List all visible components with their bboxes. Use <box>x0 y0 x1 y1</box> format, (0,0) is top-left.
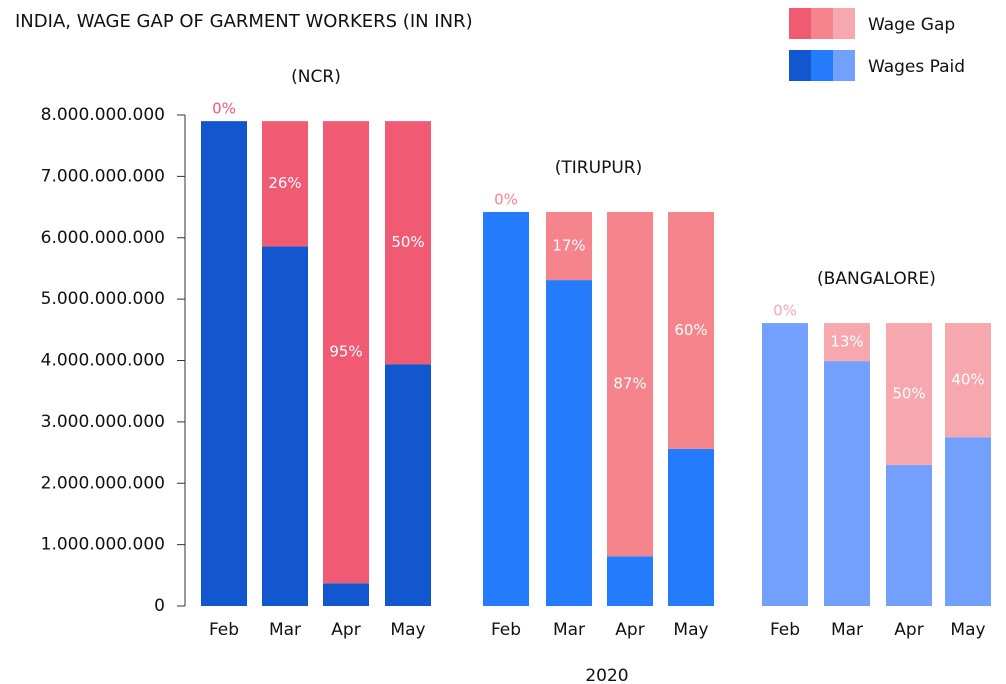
data-label: 13% <box>830 333 863 351</box>
bar-segment <box>886 323 932 465</box>
bar-segment <box>607 211 653 557</box>
x-tick-label: Feb <box>209 620 239 640</box>
group-title: (NCR) <box>291 67 341 87</box>
x-tick-label: Mar <box>831 620 863 640</box>
data-label: 87% <box>613 375 646 393</box>
data-label: 26% <box>268 174 301 192</box>
data-label: 95% <box>329 343 362 361</box>
bar-segment <box>323 121 369 584</box>
y-tick-label: 8.000.000.000 <box>41 105 165 125</box>
bar-segment <box>201 121 247 606</box>
bar-segment <box>546 211 592 281</box>
bar-segment <box>886 464 932 606</box>
x-tick-label: Mar <box>553 620 585 640</box>
data-label: 50% <box>892 384 925 402</box>
legend-swatch <box>811 8 833 39</box>
legend-swatch <box>789 50 811 81</box>
bar-segment <box>945 437 991 606</box>
y-tick-label: 6.000.000.000 <box>41 228 165 248</box>
legend-swatch <box>789 8 811 39</box>
legend-swatch <box>811 50 833 81</box>
x-axis-label: 2020 <box>585 666 628 684</box>
x-tick-label: May <box>950 620 985 640</box>
data-label: 60% <box>674 321 707 339</box>
y-tick-label: 0 <box>154 596 165 616</box>
data-label: 50% <box>391 233 424 251</box>
bar-segment <box>762 323 808 606</box>
bar-segment <box>668 448 714 606</box>
bar-segment <box>824 323 870 362</box>
y-tick-label: 7.000.000.000 <box>41 166 165 186</box>
legend-swatch <box>833 8 855 39</box>
legend-swatch <box>833 50 855 81</box>
chart-title: INDIA, WAGE GAP OF GARMENT WORKERS (IN I… <box>15 11 473 32</box>
x-tick-label: May <box>390 620 425 640</box>
group-title: (TIRUPUR) <box>555 158 642 178</box>
y-tick-label: 5.000.000.000 <box>41 289 165 309</box>
bar-segment <box>385 364 431 606</box>
bar-segment <box>824 361 870 606</box>
x-tick-label: Apr <box>894 620 923 640</box>
x-tick-label: Apr <box>331 620 360 640</box>
bar-segment <box>323 583 369 606</box>
bar-segment <box>945 323 991 438</box>
bar-segment <box>546 280 592 606</box>
bar-segment <box>385 121 431 365</box>
bar-segment <box>607 556 653 606</box>
data-label: 0% <box>212 100 236 118</box>
data-label: 17% <box>552 237 585 255</box>
bar-segment <box>262 121 308 247</box>
y-tick-label: 1.000.000.000 <box>41 535 165 555</box>
x-tick-label: May <box>673 620 708 640</box>
x-tick-label: Apr <box>615 620 644 640</box>
x-tick-label: Feb <box>770 620 800 640</box>
y-tick-label: 4.000.000.000 <box>41 351 165 371</box>
legend-label: Wage Gap <box>868 15 955 35</box>
y-tick-label: 3.000.000.000 <box>41 412 165 432</box>
x-tick-label: Mar <box>269 620 301 640</box>
data-label: 0% <box>773 302 797 320</box>
data-label: 40% <box>951 371 984 389</box>
y-tick-label: 2.000.000.000 <box>41 473 165 493</box>
bar-segment <box>668 211 714 449</box>
legend-label: Wages Paid <box>868 57 965 77</box>
x-tick-label: Feb <box>491 620 521 640</box>
bar-segment <box>483 211 529 606</box>
group-title: (BANGALORE) <box>817 269 936 289</box>
data-label: 0% <box>494 190 518 208</box>
bar-segment <box>262 246 308 606</box>
